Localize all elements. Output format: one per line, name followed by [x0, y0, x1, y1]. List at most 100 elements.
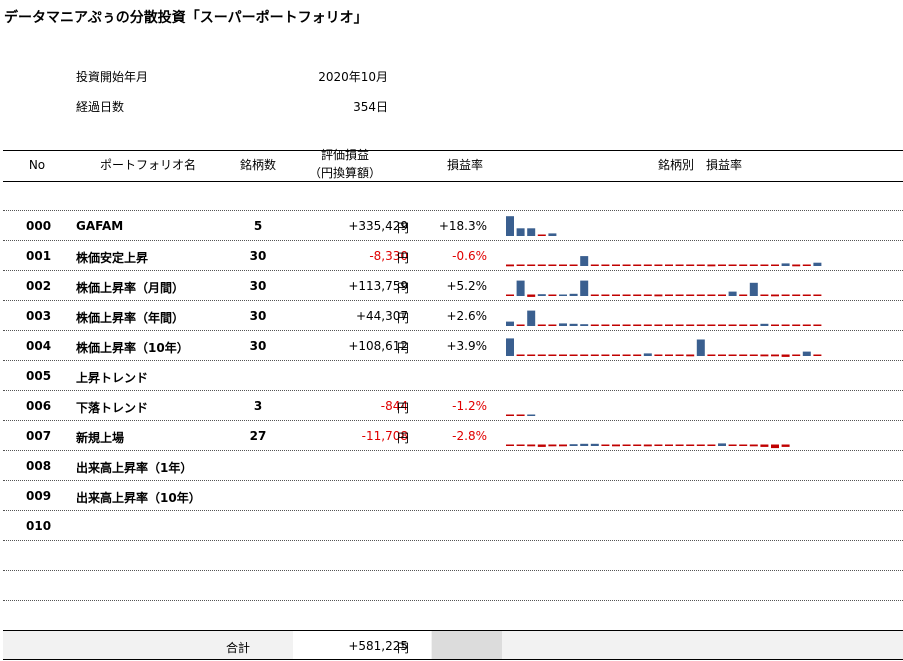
- total-rate-box: [432, 631, 502, 659]
- row-name: 株価安定上昇: [76, 251, 149, 265]
- spark-bar: [633, 354, 642, 356]
- spark-bar: [665, 264, 673, 266]
- spark-bar: [516, 280, 525, 296]
- spark-bar: [548, 444, 557, 447]
- spark-bar: [718, 264, 726, 266]
- row-yen: 円: [397, 311, 410, 325]
- spark-bar: [707, 324, 716, 326]
- spark-bar: [516, 264, 525, 266]
- spark-bar: [643, 294, 652, 296]
- row-no: 000: [26, 219, 52, 233]
- spark-bar: [601, 444, 610, 446]
- spark-bar: [590, 354, 599, 356]
- spark-bar: [612, 354, 620, 356]
- spark-bar: [537, 324, 546, 326]
- spark-bar: [675, 294, 684, 296]
- row-no: 004: [26, 339, 52, 353]
- row-divider: [3, 360, 903, 361]
- spark-bar: [781, 354, 790, 357]
- row-count: 30: [249, 339, 267, 353]
- spark-bar: [590, 294, 599, 296]
- spark-bar: [665, 354, 673, 356]
- spark-bar: [601, 294, 610, 296]
- row-rate: +2.6%: [446, 309, 487, 323]
- spark-bar: [802, 324, 811, 326]
- spark-bar: [728, 264, 737, 266]
- spark-bar: [813, 354, 822, 356]
- row-value: -8,330: [369, 249, 408, 263]
- spark-bar: [686, 294, 695, 296]
- row-no: 008: [26, 459, 52, 473]
- days-value: 354日: [353, 100, 388, 114]
- spark-bar: [802, 294, 811, 296]
- spark-bar: [813, 324, 822, 326]
- spark-bar: [633, 294, 642, 296]
- row-name: 株価上昇率（10年）: [76, 341, 189, 355]
- spark-bar: [527, 264, 536, 266]
- total-label: 合計: [225, 641, 250, 655]
- spark-bar: [675, 354, 684, 356]
- row-divider: [3, 600, 903, 601]
- total-value-box: [293, 631, 431, 659]
- row-value: -844: [380, 399, 408, 413]
- spark-bar: [718, 324, 726, 326]
- spark-bar: [771, 294, 779, 297]
- row-rate: +18.3%: [438, 219, 487, 233]
- spark-bar: [559, 323, 567, 326]
- row-divider: [3, 480, 903, 481]
- row-yen: 円: [397, 401, 410, 415]
- row-value: +44,307: [355, 309, 408, 323]
- spark-bar: [643, 444, 652, 447]
- spark-bar: [675, 264, 684, 266]
- row-no: 005: [26, 369, 52, 383]
- row-value: +335,429: [348, 219, 408, 233]
- row-name: 出来高上昇率（1年）: [76, 461, 193, 475]
- row-divider: [3, 450, 903, 451]
- total-value: +581,225: [348, 639, 408, 653]
- spark-bar: [665, 444, 673, 446]
- spark-bar: [654, 324, 663, 326]
- spark-bar: [686, 354, 695, 357]
- row-divider: [3, 270, 903, 271]
- spark-bar: [601, 264, 610, 266]
- header-rate: 損益率: [446, 158, 483, 172]
- spark-bar: [654, 264, 663, 266]
- spark-bar: [559, 444, 567, 447]
- spark-bar: [696, 444, 705, 446]
- spark-bar: [633, 324, 642, 326]
- row-sparkline: [506, 338, 822, 357]
- spark-bar: [686, 444, 695, 446]
- spark-bar: [771, 324, 779, 326]
- spark-bar: [527, 414, 536, 416]
- spark-bar: [760, 294, 769, 296]
- header-spark: 銘柄別 損益率: [657, 158, 742, 172]
- spark-bar: [537, 264, 546, 266]
- row-divider: [3, 300, 903, 301]
- row-value: -11,708: [361, 429, 408, 443]
- spark-bar: [622, 444, 631, 446]
- row-no: 001: [26, 249, 52, 263]
- row-yen: 円: [397, 281, 410, 295]
- row-rate: -2.8%: [452, 429, 487, 443]
- spark-bar: [633, 444, 642, 446]
- spark-bar: [654, 294, 663, 297]
- spark-bar: [675, 444, 684, 446]
- spark-bar: [516, 414, 525, 416]
- row-sparkline: [506, 310, 822, 326]
- spark-bar: [781, 444, 790, 447]
- spark-bar: [696, 294, 705, 296]
- spark-bar: [506, 414, 514, 416]
- row-sparkline: [506, 280, 822, 297]
- spark-bar: [537, 354, 546, 356]
- spark-bar: [781, 263, 790, 266]
- spark-bar: [590, 264, 599, 266]
- spark-bar: [612, 264, 620, 266]
- spark-bar: [686, 324, 695, 326]
- row-divider: [3, 420, 903, 421]
- row-count: 27: [249, 429, 267, 443]
- spark-bar: [622, 354, 631, 356]
- row-no: 002: [26, 279, 52, 293]
- spark-bar: [760, 354, 769, 357]
- spark-bar: [569, 293, 578, 296]
- row-count: 30: [249, 309, 267, 323]
